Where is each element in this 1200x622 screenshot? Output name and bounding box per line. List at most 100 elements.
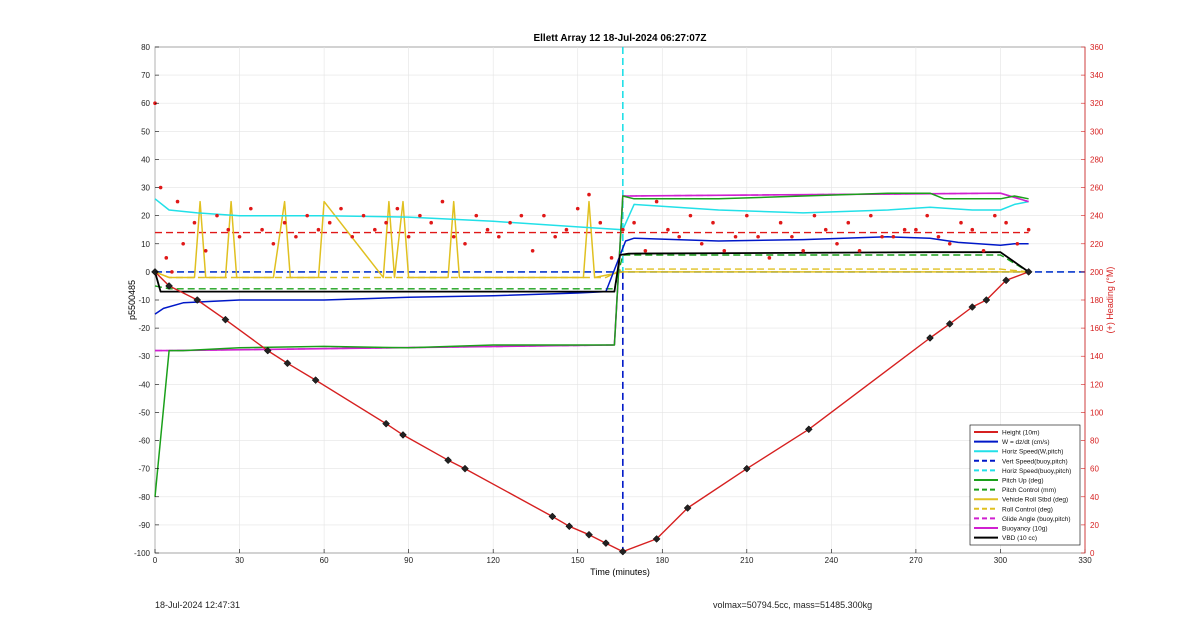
y-tick-label-right: 360 — [1090, 43, 1104, 52]
x-tick-label: 90 — [404, 556, 413, 565]
heading-point — [260, 227, 264, 232]
legend-label: Roll Control (deg) — [1002, 506, 1053, 513]
heading-point — [756, 234, 760, 239]
heading-point — [733, 234, 738, 239]
heading-point — [237, 234, 242, 239]
heading-point — [508, 220, 512, 225]
heading-point — [632, 220, 636, 225]
heading-point — [418, 213, 422, 218]
heading-point — [327, 220, 332, 225]
heading-point — [654, 199, 659, 204]
y-tick-label-left: 20 — [141, 212, 150, 221]
heading-point — [947, 241, 952, 246]
y-tick-label-right: 180 — [1090, 296, 1104, 305]
heading-point — [542, 213, 546, 218]
series-line — [154, 271, 1029, 553]
y-tick-label-right: 280 — [1090, 155, 1104, 164]
x-tick-label: 210 — [740, 556, 754, 565]
height-marker — [585, 530, 593, 539]
legend-label: Buoyancy (10g) — [1002, 526, 1048, 533]
height-marker — [683, 504, 692, 512]
series-line — [154, 251, 1030, 293]
heading-point — [463, 241, 467, 246]
series-line — [154, 198, 1029, 231]
height-marker — [399, 431, 407, 439]
height-marker — [263, 346, 272, 355]
heading-point — [575, 206, 580, 211]
y-tick-label-right: 200 — [1090, 268, 1104, 277]
chart-title: Ellett Array 12 18-Jul-2024 06:27:07Z — [533, 33, 706, 44]
heading-point — [282, 220, 287, 225]
heading-point — [384, 220, 388, 225]
heading-point — [451, 234, 456, 239]
heading-point — [294, 234, 298, 239]
height-marker — [982, 296, 991, 304]
heading-point — [699, 241, 704, 246]
legend-label: Vehicle Roll Stbd (deg) — [1002, 497, 1068, 504]
legend-label: Horiz Speed(W,pitch) — [1002, 449, 1063, 456]
heading-point — [891, 234, 896, 239]
y-tick-label-right: 140 — [1090, 352, 1104, 361]
y-tick-label-right: 340 — [1090, 71, 1104, 80]
y-tick-label-left: 80 — [141, 43, 150, 52]
height-marker — [804, 425, 813, 434]
heading-point — [175, 199, 180, 204]
y-tick-label-left: 30 — [141, 184, 150, 193]
heading-point — [192, 220, 197, 225]
heading-point — [215, 213, 219, 218]
height-marker — [565, 522, 574, 531]
heading-point — [993, 213, 997, 218]
y-tick-label-right: 160 — [1090, 324, 1104, 333]
height-marker — [618, 547, 627, 556]
heading-point — [339, 206, 343, 211]
y-tick-label-left: -10 — [138, 296, 150, 305]
heading-point — [677, 234, 681, 239]
heading-point — [801, 249, 805, 253]
heading-point — [553, 234, 557, 239]
heading-point — [835, 241, 839, 246]
series-layer — [151, 47, 1085, 556]
height-marker — [461, 464, 469, 473]
x-tick-label: 0 — [153, 556, 158, 565]
heading-point — [621, 227, 625, 232]
footer-info: volmax=50794.5cc, mass=51485.300kg — [713, 600, 873, 610]
heading-point — [305, 213, 309, 218]
heading-point — [474, 213, 479, 218]
x-tick-label: 270 — [909, 556, 923, 565]
y-tick-label-right: 220 — [1090, 240, 1104, 249]
y-tick-label-right: 0 — [1090, 549, 1095, 558]
heading-point — [936, 234, 941, 239]
heading-point — [181, 241, 185, 246]
legend-label: Height (10m) — [1002, 430, 1040, 437]
y-axis-label-left: p5500485 — [127, 280, 137, 320]
heading-point — [226, 227, 231, 232]
height-marker — [1002, 276, 1010, 285]
heading-point — [440, 199, 445, 204]
y-tick-label-right: 80 — [1090, 437, 1099, 446]
heading-point — [429, 220, 433, 225]
y-tick-label-left: 10 — [141, 240, 150, 249]
height-marker — [742, 464, 751, 473]
height-marker — [1024, 268, 1033, 276]
heading-point — [158, 185, 163, 190]
y-tick-label-left: -20 — [138, 324, 150, 333]
x-tick-label: 30 — [235, 556, 244, 565]
heading-point — [745, 213, 749, 218]
heading-point — [249, 206, 253, 211]
legend-label: Pitch Up (deg) — [1002, 478, 1044, 485]
height-marker — [311, 376, 320, 384]
heading-point — [666, 227, 670, 232]
heading-point — [1026, 227, 1031, 232]
legend-label: Glide Angle (buoy,pitch) — [1002, 516, 1071, 523]
heading-point — [587, 192, 591, 197]
heading-point — [598, 220, 603, 225]
heading-point — [170, 270, 174, 274]
y-tick-label-left: 40 — [141, 155, 150, 164]
heading-point — [485, 227, 490, 232]
heading-point — [767, 256, 772, 260]
legend-label: VBD (10 cc) — [1002, 535, 1037, 542]
y-tick-label-right: 320 — [1090, 99, 1104, 108]
heading-point — [164, 256, 169, 260]
x-tick-label: 300 — [994, 556, 1008, 565]
height-marker — [382, 419, 390, 428]
